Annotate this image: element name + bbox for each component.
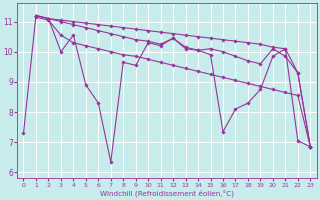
X-axis label: Windchill (Refroidissement éolien,°C): Windchill (Refroidissement éolien,°C) [100,189,234,197]
